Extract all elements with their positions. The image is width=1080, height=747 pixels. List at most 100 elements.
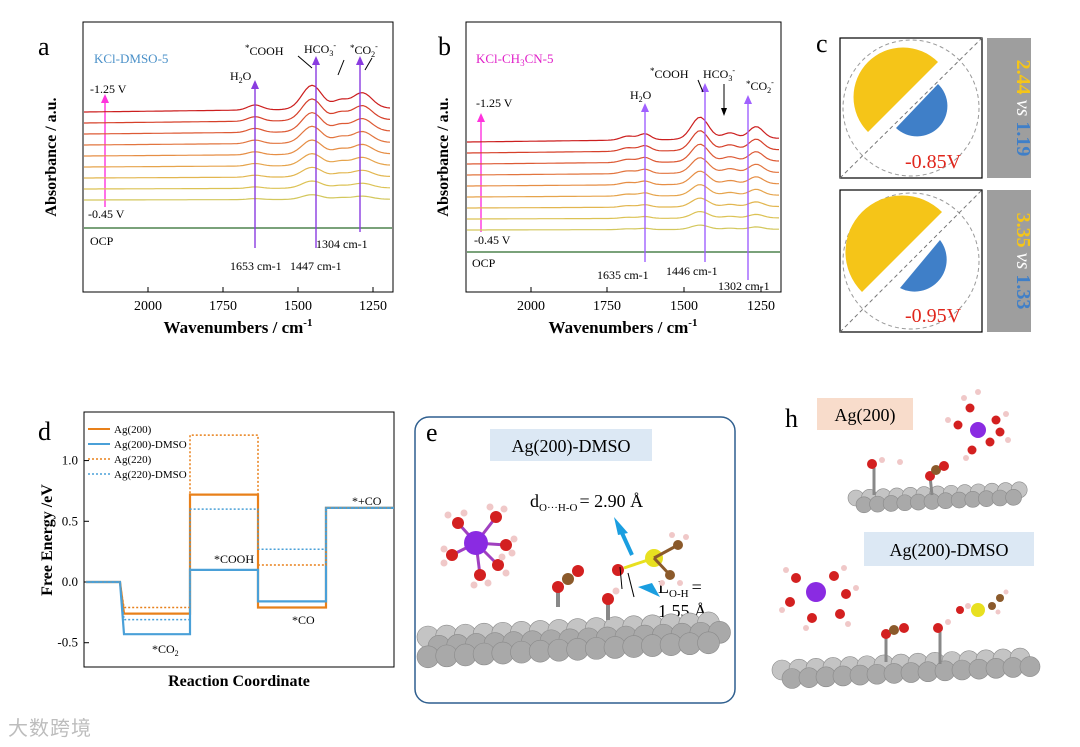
panel-d-ytick: -0.5 — [57, 635, 78, 650]
panel-c-top-potential: -0.85V — [905, 151, 962, 173]
panel-a-bottom-potential: -0.45 V — [88, 207, 125, 221]
panel-e-k-cluster — [440, 503, 518, 589]
panel-d-ytick: 0.5 — [62, 513, 78, 528]
panel-b-svg: b KCl-CH3CN-5 -1.25 V -0.45 V OCP H2O *C… — [435, 21, 782, 337]
panel-e-distance: dO···H-O = 2.90 Å — [530, 491, 643, 514]
panel-e-bond-length: LO-H = — [658, 577, 702, 600]
panel-b-wn-1446: 1446 cm-1 — [666, 264, 718, 278]
panel-a-xtick-1250: 1250 — [359, 299, 387, 314]
panel-h-bottom-title: Ag(200)-DMSO — [890, 540, 1009, 561]
panel-b-co2-label: *CO2- — [746, 78, 774, 95]
panel-h-top-ag-surface — [847, 481, 1028, 514]
panel-a-co2-label: *CO2- — [350, 42, 378, 59]
panel-c-top-card: -0.85V 2.44vs1.19 — [839, 37, 1034, 179]
legend-ag200-dmso: Ag(200)-DMSO — [114, 439, 187, 451]
panel-d: d 1.0 0.5 0.0 -0.5 Ag(200) Ag(200)-DMSO Ag(… — [0, 395, 410, 705]
panel-d-legend: Ag(200) Ag(200)-DMSO Ag(220) Ag(220)-DMS… — [88, 424, 187, 481]
panel-c-bottom-potential: -0.95V — [905, 305, 962, 327]
panel-b-ocp: OCP — [472, 256, 496, 270]
panel-h-top-structure — [867, 389, 1011, 496]
panel-d-svg: d 1.0 0.5 0.0 -0.5 Ag(200) Ag(200)-DMSO Ag(… — [38, 411, 395, 690]
legend-ag220-dmso: Ag(220)-DMSO — [114, 469, 187, 481]
spectrum-9 — [84, 194, 391, 201]
panel-a-spectra — [84, 84, 391, 201]
panel-c-bottom-blue-half — [900, 240, 947, 292]
panel-h-bottom-structure — [779, 565, 1009, 664]
panel-a-ocp: OCP — [90, 234, 114, 248]
panel-e-title: Ag(200)-DMSO — [512, 436, 631, 457]
panel-a-wn-1447: 1447 cm-1 — [290, 259, 342, 273]
panel-a-letter: a — [38, 32, 50, 61]
panel-e-ag-surface — [416, 611, 731, 669]
panel-c-letter: c — [816, 29, 828, 58]
panel-d-frame — [83, 411, 395, 668]
panel-c-svg: c -0.85V 2.44vs1.19 -0.95V 3.35vs1.33 — [816, 29, 1034, 333]
panel-b-cooh-label: *COOH — [650, 66, 689, 81]
watermark: 大数跨境 — [8, 716, 92, 740]
spectrum-8 — [467, 210, 780, 220]
panel-a-title: KCl-DMSO-5 — [94, 51, 168, 66]
spectrum-2 — [467, 130, 780, 154]
panel-c-top-blue-half — [896, 84, 948, 137]
spectrum-5 — [84, 139, 391, 157]
panel-a-top-potential: -1.25 V — [90, 82, 127, 96]
panel-b-ylabel: Absorbance / a.u. — [435, 97, 452, 216]
panel-a-xtick-1750: 1750 — [209, 299, 237, 314]
state-label-co: *CO — [292, 613, 315, 627]
panel-h-bottom-ag-surface — [771, 647, 1041, 689]
panel-b-hco3-label: HCO3- — [703, 66, 735, 83]
panel-a: a KCl-DMSO-5 -1.25 V -0.45 V OCP H2O *CO… — [0, 0, 400, 345]
legend-ag220: Ag(220) — [114, 454, 152, 466]
panel-h-bottom-title-bg — [864, 532, 1034, 566]
panel-a-wn-1653: 1653 cm-1 — [230, 259, 282, 273]
panel-e-title-bg — [490, 429, 652, 461]
panel-c: c -0.85V 2.44vs1.19 -0.95V 3.35vs1.33 — [800, 0, 1080, 345]
state-label-co2: *CO2 — [152, 642, 179, 658]
panel-a-xtick-1500: 1500 — [284, 299, 312, 314]
panel-h-letter: h — [785, 404, 798, 433]
panel-b-frame — [465, 21, 782, 293]
panel-e-svg: e Ag(200)-DMSO dO···H-O = 2.90 Å LO-H = 1.… — [414, 416, 736, 704]
spectrum-6 — [84, 152, 391, 168]
panel-b-xtick-1250: 1250 — [747, 299, 775, 314]
panel-e: e Ag(200)-DMSO dO···H-O = 2.90 Å LO-H = 1.… — [410, 415, 740, 710]
panel-e-adsorbates — [552, 517, 689, 620]
panel-h-top-title-bg — [817, 398, 913, 430]
panel-b-xtick-2000: 2000 — [517, 299, 545, 314]
panel-d-xlabel: Reaction Coordinate — [168, 673, 310, 690]
panel-a-wn-1304: 1304 cm-1 — [316, 237, 368, 251]
panel-h-svg: h Ag(200) Ag(200)-DMSO — [771, 389, 1041, 689]
panel-b-top-potential: -1.25 V — [476, 96, 513, 110]
panel-a-ylabel: Absorbance / a.u. — [43, 97, 60, 216]
panel-c-bottom-values: 3.35vs1.33 — [1012, 213, 1034, 310]
panel-b-xtick-1500: 1500 — [670, 299, 698, 314]
spectrum-3 — [467, 143, 780, 165]
panel-c-bottom-card: -0.95V 3.35vs1.33 — [839, 189, 1034, 333]
panel-a-hco3-label: HCO3- — [304, 41, 336, 58]
energy-series-4 — [86, 507, 394, 621]
energy-series-2 — [86, 506, 394, 636]
panel-d-ylabel: Free Energy /eV — [39, 484, 56, 596]
state-label-cooh: *COOH — [214, 552, 254, 566]
spectrum-6 — [467, 184, 780, 198]
panel-b-xlabel: Wavenumbers / cm-1 — [549, 317, 698, 337]
spectrum-8 — [84, 180, 391, 190]
panel-c-bottom-gold-half — [845, 195, 942, 292]
panel-d-letter: d — [38, 417, 51, 446]
panel-c-top-gold-half — [853, 47, 938, 133]
panel-a-xtick-2000: 2000 — [134, 299, 162, 314]
panel-a-h2o-label: H2O — [230, 69, 252, 85]
panel-a-svg: a KCl-DMSO-5 -1.25 V -0.45 V OCP H2O *CO… — [38, 21, 394, 337]
panel-b-xtick-1750: 1750 — [593, 299, 621, 314]
spectrum-3 — [84, 111, 391, 135]
panel-h: h Ag(200) Ag(200)-DMSO — [760, 380, 1080, 710]
panel-b: b KCl-CH3CN-5 -1.25 V -0.45 V OCP H2O *C… — [400, 0, 800, 345]
panel-c-top-value-bar — [987, 38, 1031, 178]
panel-b-h2o-label: H2O — [630, 88, 652, 104]
panel-a-potential-arrowhead — [101, 94, 109, 103]
spectrum-7 — [467, 197, 780, 209]
spectrum-1 — [84, 84, 391, 113]
panel-b-bottom-potential: -0.45 V — [474, 233, 511, 247]
state-label-plus-co: *+CO — [352, 494, 382, 508]
panel-b-wn-1302: 1302 cm-1 — [718, 279, 770, 293]
